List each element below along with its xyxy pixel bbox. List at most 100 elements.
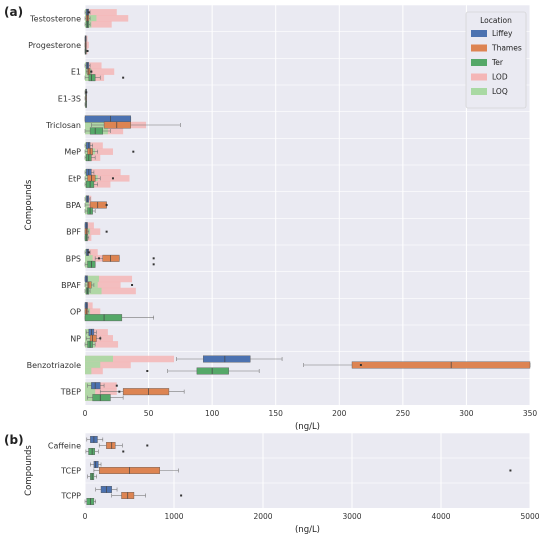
lod-bar-etp bbox=[85, 175, 130, 182]
legend: Location Liffey Thames Ter LOD LOQ bbox=[465, 11, 527, 109]
y-tick-label-bpaf: BPAF bbox=[61, 281, 81, 290]
x-tick-label: 300 bbox=[459, 409, 474, 418]
box-thames-benzotriazole bbox=[351, 361, 531, 369]
outlier-thames-caffeine bbox=[146, 444, 149, 447]
box-liffey-benzotriazole bbox=[203, 355, 251, 363]
y-tick-label-e1-3s: E1-3S bbox=[58, 94, 81, 103]
x-tick-label: 1000 bbox=[164, 512, 183, 521]
lod-bar-benzotriazole bbox=[85, 361, 131, 369]
box-thames-bps bbox=[102, 254, 120, 262]
legend-swatch-lod bbox=[471, 73, 487, 81]
lod-bar-op bbox=[85, 302, 93, 309]
outlier-thames-tbep bbox=[118, 390, 121, 393]
y-tick-label-mep: MeP bbox=[64, 148, 81, 157]
x-tick-label: 4000 bbox=[431, 512, 450, 521]
lod-bar-bpaf bbox=[85, 275, 133, 283]
box-thames-np bbox=[89, 334, 97, 342]
lod-bar-benzotriazole bbox=[85, 367, 103, 375]
lod-bar-e1 bbox=[85, 68, 115, 75]
y-tick-label-bps: BPS bbox=[66, 254, 81, 263]
lod-bar-testosterone bbox=[85, 15, 129, 22]
outlier-liffey-bps bbox=[87, 251, 90, 254]
outlier-thames-bpa bbox=[105, 204, 108, 206]
plot-area bbox=[85, 5, 530, 405]
legend-label-loq: LOQ bbox=[492, 87, 508, 96]
y-tick-label-tcep: TCEP bbox=[60, 467, 81, 476]
y-tick-label-bpa: BPA bbox=[66, 201, 82, 210]
lod-bar-testosterone bbox=[85, 9, 117, 16]
lod-bar-progesterone bbox=[85, 41, 89, 49]
box-thames-bpa bbox=[89, 201, 107, 209]
y-axis-title: Compounds bbox=[24, 179, 34, 230]
outlier-ter-bps bbox=[152, 263, 155, 266]
legend-label-lod: LOD bbox=[492, 73, 508, 82]
lod-bar-bps bbox=[85, 249, 98, 256]
legend-swatch-liffey bbox=[471, 30, 487, 37]
outlier-thames-etp bbox=[111, 177, 114, 180]
lod-bar-etp bbox=[85, 169, 121, 176]
panel-a-chart: 0 50 100 150 200 250 300 350 Testosterone Progest… bbox=[24, 4, 537, 432]
box-ter-benzotriazole bbox=[196, 367, 229, 375]
box-ter-caffeine bbox=[88, 448, 95, 455]
box-liffey-mep bbox=[86, 142, 91, 150]
x-tick-label: 150 bbox=[269, 409, 284, 418]
box-thames-tbep bbox=[122, 388, 170, 396]
loq-bar-bpaf bbox=[85, 275, 99, 283]
panel-label-b: (b) bbox=[4, 433, 24, 447]
x-tick-label: 250 bbox=[396, 409, 411, 418]
legend-label-ter: Ter bbox=[491, 58, 504, 67]
outlier-thames-tcep bbox=[509, 469, 512, 472]
outlier-thames-tcpp bbox=[180, 494, 183, 497]
box-liffey-tbep bbox=[91, 382, 101, 390]
outlier-thames-benzotriazole bbox=[359, 364, 362, 366]
y-tick-label-progesterone: Progesterone bbox=[28, 41, 81, 50]
y-tick-label-tcpp: TCPP bbox=[60, 492, 81, 501]
outlier-thames-bpaf bbox=[131, 284, 134, 286]
x-tick-label: 2000 bbox=[253, 512, 272, 521]
x-tick-label: 50 bbox=[144, 409, 154, 418]
y-tick-label-e1: E1 bbox=[71, 68, 81, 77]
box-ter-op bbox=[84, 314, 123, 322]
loq-bar-benzotriazole bbox=[85, 355, 113, 363]
y-tick-label-triclosan: Triclosan bbox=[45, 121, 81, 130]
y-tick-label-op: OP bbox=[70, 308, 81, 317]
outlier-ter-e1 bbox=[122, 76, 125, 79]
lod-bar-bpf bbox=[85, 228, 101, 235]
legend-swatch-ter bbox=[471, 59, 487, 66]
loq-bar-benzotriazole bbox=[85, 361, 101, 369]
y-tick-label-bpf: BPF bbox=[66, 228, 81, 237]
outlier-liffey-testosterone bbox=[87, 11, 90, 14]
x-axis-title: (ng/L) bbox=[295, 525, 320, 535]
loq-bar-testosterone bbox=[85, 15, 97, 22]
y-tick-label-tbep: TBEP bbox=[60, 388, 81, 397]
panel-label-a: (a) bbox=[4, 5, 23, 19]
x-tick-label: 0 bbox=[83, 409, 88, 418]
y-tick-label-np: NP bbox=[70, 334, 81, 343]
x-axis-title: (ng/L) bbox=[295, 422, 320, 432]
outlier-thames-bpf bbox=[105, 230, 108, 233]
box-thames-caffeine bbox=[106, 442, 116, 449]
lod-bar-op bbox=[85, 308, 101, 315]
box-ter-tbep bbox=[92, 394, 111, 402]
y-tick-label-etp: EtP bbox=[68, 174, 81, 183]
outlier-thames-np bbox=[99, 337, 102, 340]
legend-label-liffey: Liffey bbox=[492, 29, 513, 38]
x-tick-label: 200 bbox=[332, 409, 347, 418]
lod-bar-mep bbox=[85, 148, 113, 155]
outlier-ter-caffeine bbox=[122, 450, 125, 453]
box-liffey-triclosan bbox=[84, 115, 131, 123]
legend-label-thames: Thames bbox=[491, 44, 522, 53]
outlier-thames-mep bbox=[132, 150, 135, 153]
lod-bar-np bbox=[85, 341, 119, 348]
y-tick-label-benzotriazole: Benzotriazole bbox=[27, 361, 81, 370]
legend-swatch-thames bbox=[471, 44, 487, 52]
loq-bar-tbep bbox=[85, 388, 96, 395]
outlier-thames-e1 bbox=[90, 70, 93, 73]
box-ter-triclosan bbox=[89, 127, 104, 135]
x-tick-label: 5000 bbox=[520, 512, 539, 521]
x-tick-label: 3000 bbox=[342, 512, 361, 521]
outlier-ter-progesterone bbox=[86, 50, 89, 52]
lod-bar-bpf bbox=[85, 222, 94, 229]
y-axis-title: Compounds bbox=[24, 445, 34, 496]
